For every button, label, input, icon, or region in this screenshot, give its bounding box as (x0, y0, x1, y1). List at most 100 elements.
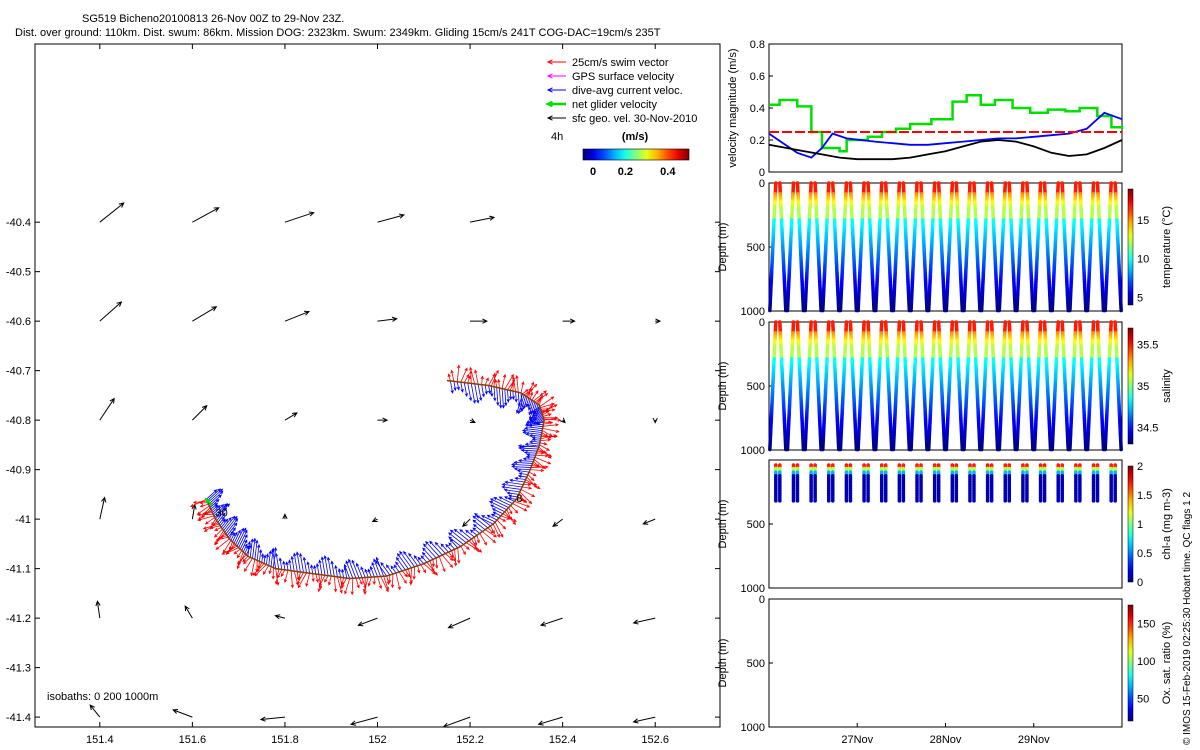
dac-vector (517, 474, 527, 478)
dac-vector (224, 515, 238, 533)
swim-vector (262, 565, 270, 575)
legend-swatch (546, 73, 566, 79)
dac-vector (249, 538, 254, 558)
geo-vector (357, 617, 378, 627)
dac-vector (510, 462, 532, 467)
dac-vector (218, 516, 225, 525)
dac-vector (490, 513, 500, 519)
dac-vector (212, 504, 225, 515)
dac-vector (472, 527, 480, 534)
temperature-data-point (838, 308, 843, 313)
dac-vector (417, 556, 425, 564)
dac-vector (364, 568, 369, 578)
dac-vector (525, 413, 543, 426)
swim-vector (211, 518, 216, 526)
dac-vector (302, 556, 307, 573)
dac-vector (375, 560, 388, 577)
dac-vector (271, 549, 277, 569)
temperature-data-point (979, 308, 984, 313)
dac-vector (348, 558, 357, 579)
swim-vector (522, 486, 533, 490)
swim-vector (540, 438, 552, 442)
map-ytick-label: -40.8 (6, 415, 31, 427)
geo-vector (539, 617, 563, 627)
dac-vector (241, 539, 248, 551)
dac-vector (434, 541, 446, 554)
swim-vector (297, 572, 307, 589)
swim-vector (409, 567, 413, 586)
swim-vector (457, 547, 461, 564)
swim-vector (277, 569, 283, 579)
swim-vector (327, 575, 332, 586)
swim-vector (283, 570, 289, 584)
dac-vector (528, 400, 533, 411)
swim-vector (474, 369, 479, 385)
swim-vector (476, 535, 480, 544)
dac-vector (474, 383, 480, 404)
swim-vector (358, 577, 363, 586)
dac-vector (472, 515, 489, 529)
salinity-ytick-label: 0 (759, 317, 765, 329)
dac-vector (449, 529, 467, 543)
dac-vector (488, 501, 507, 511)
dac-vector (226, 522, 238, 536)
swim-vector (350, 578, 354, 596)
swim-vector (531, 390, 539, 401)
swim-vector (237, 554, 247, 565)
swim-vector (204, 517, 215, 525)
dac-vector (501, 482, 523, 488)
dac-vector (247, 541, 251, 557)
dac-vector (529, 440, 541, 444)
geo-vector (99, 202, 125, 223)
map-ytick-label: -40.6 (6, 316, 31, 328)
legend-label: net glider velocity (572, 99, 657, 111)
dac-vector (520, 448, 538, 452)
dac-vector (448, 536, 462, 547)
temperature-data-point (785, 308, 790, 313)
dac-vector (492, 511, 502, 517)
dac-vector (351, 559, 360, 579)
swim-vector (468, 540, 483, 553)
geo-vector (632, 716, 656, 724)
salinity-ylabel: Depth (m) (717, 362, 729, 411)
swim-vector (460, 546, 466, 556)
dac-vector (285, 561, 289, 571)
dac-vector (229, 530, 234, 540)
swim-vector (469, 366, 476, 384)
geo-vector (284, 310, 310, 322)
dac-vector (470, 383, 476, 404)
geo-vector (99, 496, 107, 520)
swim-vector (341, 577, 347, 588)
velocity-series-line (769, 93, 1124, 153)
map-ytick-label: -40.7 (6, 366, 31, 378)
dac-vector (506, 389, 510, 403)
dac-vector (210, 502, 219, 510)
geo-vector (470, 318, 489, 324)
geo-vector (99, 301, 123, 322)
map-colorbar (582, 148, 690, 161)
geo-vector (655, 318, 662, 324)
swim-vector (250, 559, 256, 577)
swim-vector (372, 576, 376, 586)
dac-vector (453, 528, 470, 542)
velocity-ytick-label: 0 (759, 167, 765, 179)
net-velocity-vector (204, 497, 213, 507)
dac-vector (282, 560, 286, 570)
swim-vector (431, 559, 436, 568)
swim-vector (197, 515, 215, 522)
dac-vector (445, 543, 452, 551)
dac-vector (274, 552, 280, 570)
dac-vector (498, 496, 513, 504)
dac-vector (408, 552, 418, 566)
dac-vector (440, 543, 449, 553)
dac-vector (256, 543, 261, 561)
legend-swatch (546, 115, 566, 121)
salinity-data-point (856, 447, 860, 452)
dac-vector (207, 488, 224, 503)
geo-vector (371, 517, 378, 523)
dac-vector (493, 386, 497, 402)
swim-vector (542, 423, 559, 427)
dac-vector (306, 561, 311, 574)
dac-vector (481, 384, 486, 398)
swim-vector (525, 479, 541, 490)
